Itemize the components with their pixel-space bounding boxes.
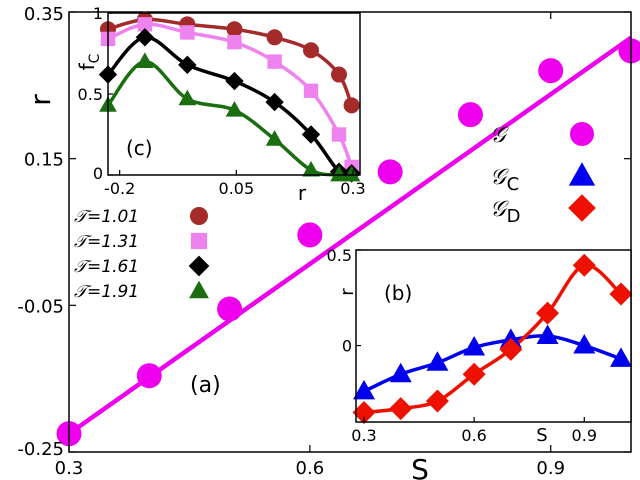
inset-b-ylabel: r (337, 288, 358, 296)
inset-b-point (425, 389, 449, 413)
main-xtick-label: 0.6 (296, 458, 325, 479)
inset-c-point (266, 29, 283, 46)
inset-c-legend-marker (190, 232, 208, 250)
inset-b-point (389, 397, 413, 421)
inset-c-legend-marker (190, 207, 208, 225)
inset-b-point (573, 334, 596, 354)
inset-c-point (343, 97, 360, 114)
inset-b-xtick-label: 0.9 (572, 426, 597, 445)
inset-c-point (227, 34, 242, 50)
inset-b-point (499, 337, 523, 361)
inset-b-background (356, 250, 631, 422)
inset-b-xtick-label: 0.3 (351, 426, 376, 445)
main-point (136, 363, 162, 389)
main-xlabel: S (411, 453, 429, 480)
inset-c-point (303, 83, 319, 98)
inset-b-point (572, 253, 596, 277)
inset-c-point (267, 54, 282, 69)
inset-b-point (389, 362, 412, 383)
inset-c-point (137, 17, 153, 32)
inset-b-xlabel: S (536, 425, 547, 446)
inset-b-ytick-label: 0.5 (327, 246, 352, 265)
inset-b-point (463, 335, 486, 356)
inset-b-point (609, 282, 633, 306)
main-ytick-label: -0.25 (17, 439, 64, 460)
main-frame (68, 11, 632, 453)
main-plot: 0.3 0.6 0.9 -0.25 -0.05 0.15 0.35 Sr (a) (17, 4, 640, 480)
main-xtick-label: 0.9 (536, 458, 565, 479)
inset-c-legend: 𝒯=1.01 𝒯=1.31 𝒯=1.61 𝒯=1.91 (74, 207, 210, 302)
inset-c-point (301, 125, 321, 144)
inset-c-point (342, 165, 361, 182)
main-point (217, 296, 243, 322)
inset-b-point (536, 301, 560, 325)
main-ylabel: r (24, 94, 57, 106)
inset-c-legend-label: 𝒯=1.91 (74, 282, 139, 302)
inset-c-legend-label: 𝒯=1.31 (74, 232, 139, 252)
inset-b: 0.3 0.6 0.9 0 0.5 Sr (b) (327, 246, 633, 446)
inset-b-ytick-label: 0 (342, 337, 352, 356)
main-ytick-label: 0.15 (24, 150, 64, 171)
inset-c-point (331, 127, 347, 142)
inset-c-point (330, 165, 348, 182)
legend-marker (570, 122, 594, 146)
inset-c-point (135, 28, 155, 47)
main-ytick-label: 0.35 (24, 4, 64, 25)
main-fit-line (67, 35, 633, 436)
inset-c-point (226, 21, 243, 38)
inset-c-xlabel: r (298, 181, 307, 205)
main-point (457, 102, 483, 128)
inset-c-ytick-label: 1 (93, 4, 103, 23)
main-point (538, 58, 564, 84)
inset-c-legend-label: 𝒯=1.61 (74, 257, 139, 277)
inset-c-point (180, 25, 195, 40)
inset-b-point (426, 351, 449, 371)
inset-c-point (331, 66, 347, 83)
inset-b-point (352, 400, 376, 424)
inset-c-point (265, 130, 284, 146)
inset-c-ytick-label: 0.5 (78, 85, 103, 104)
inset-c-point (265, 92, 284, 112)
inset-c-point (178, 55, 197, 75)
inset-b-point (353, 379, 375, 400)
legend-label: 𝒢 (490, 123, 509, 148)
inset-c-point (302, 160, 320, 177)
panel-label-b: (b) (384, 281, 412, 305)
inset-b-point (536, 324, 559, 344)
panel-label-a: (a) (190, 373, 221, 398)
inset-c-point (303, 42, 319, 59)
inset-c-legend-label: 𝒯=1.01 (74, 207, 139, 227)
inset-c-legend-marker (188, 255, 210, 277)
main-point (618, 38, 640, 64)
main-point (377, 159, 403, 185)
inset-c-point (225, 71, 244, 91)
legend-label: 𝒢C (490, 165, 519, 195)
inset-c-xtick-label: 0.05 (219, 179, 255, 198)
inset-c-point (136, 52, 154, 68)
main-point (297, 222, 323, 248)
inset-b-point (610, 347, 632, 367)
inset-c-xtick-label: 0.3 (340, 179, 365, 198)
inset-c: -0.2 0.05 0.3 0 0.5 1 r fC (c) (75, 4, 366, 205)
inset-c-point (178, 89, 197, 106)
inset-b-xtick-label: 0.6 (461, 426, 486, 445)
main-ytick-label: -0.05 (17, 296, 64, 317)
inset-c-ylabel: fC (75, 53, 103, 70)
inset-b-frame (355, 249, 632, 423)
main-xtick-label: 0.3 (55, 458, 84, 479)
panel-label-c: (c) (126, 136, 153, 160)
legend-marker (568, 162, 596, 186)
inset-c-legend-marker (189, 280, 209, 299)
inset-c-xtick-label: -0.2 (104, 179, 135, 198)
inset-c-ytick-label: 0 (93, 164, 103, 183)
legend-marker (568, 194, 596, 222)
inset-b-point (462, 362, 486, 386)
legend-label: 𝒢D (490, 197, 521, 227)
inset-c-point (225, 101, 244, 117)
